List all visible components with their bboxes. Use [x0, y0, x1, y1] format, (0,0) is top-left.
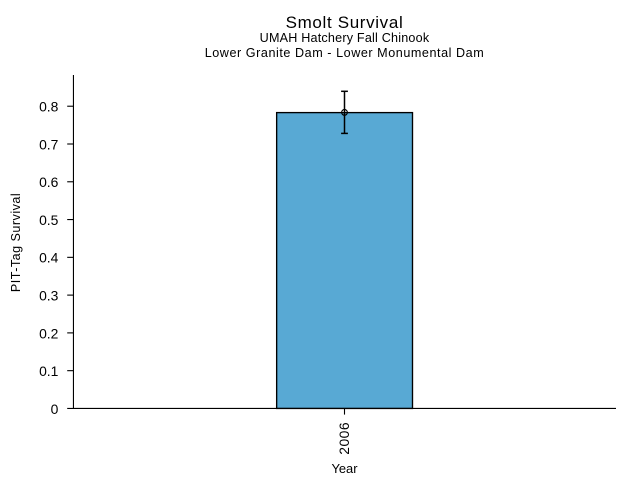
svg-text:0.2: 0.2 — [39, 325, 59, 341]
svg-text:Smolt Survival: Smolt Survival — [286, 13, 404, 32]
svg-text:Lower Granite Dam - Lower Monu: Lower Granite Dam - Lower Monumental Dam — [205, 46, 485, 60]
svg-text:Year: Year — [331, 461, 358, 476]
svg-text:UMAH Hatchery Fall Chinook: UMAH Hatchery Fall Chinook — [260, 31, 430, 45]
svg-text:0.5: 0.5 — [39, 212, 59, 228]
svg-text:2006: 2006 — [336, 422, 352, 455]
svg-text:PIT-Tag Survival: PIT-Tag Survival — [9, 193, 23, 292]
svg-text:0.4: 0.4 — [39, 250, 59, 266]
svg-text:0: 0 — [51, 401, 59, 417]
svg-text:0.6: 0.6 — [39, 174, 59, 190]
svg-text:0.7: 0.7 — [39, 136, 59, 152]
svg-text:0.8: 0.8 — [39, 99, 59, 115]
svg-text:0.1: 0.1 — [39, 363, 59, 379]
svg-text:0.3: 0.3 — [39, 288, 59, 304]
